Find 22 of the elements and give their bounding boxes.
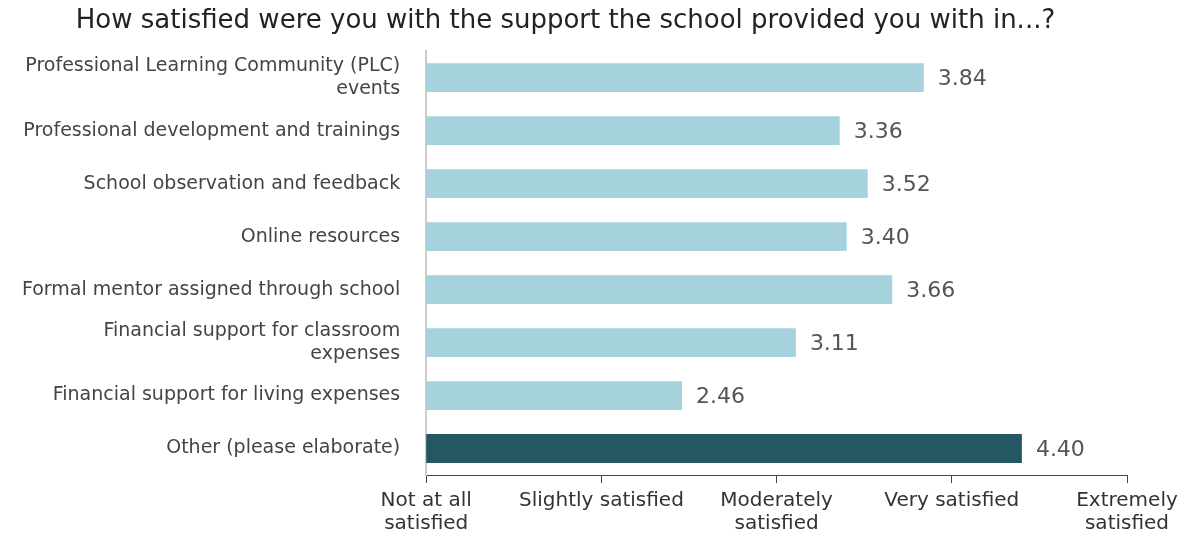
data-label: 3.11 [809,330,859,356]
y-tick-label: School observation and feedback [83,170,401,193]
chart-title: How satisfied were you with the support the school provided you with in...? [75,4,1056,35]
data-label: 4.40 [1035,436,1085,462]
y-tick-label: Online resources [240,223,401,246]
y-tick-label: Professional development and trainings [23,117,401,140]
y-tick-label: Professional Learning Community (PLC) events [25,53,401,99]
data-label: 3.52 [881,171,931,197]
data-label: 3.84 [937,65,987,91]
y-tick-label: Financial support for living expenses [52,382,401,405]
y-tick-label: Financial support for classroom expenses [103,318,401,363]
text: Very satisfied [884,487,1020,512]
text: Moderately satisfied [720,487,834,535]
data-label: 3.36 [853,118,903,144]
text: Extremely satisfied [1076,487,1178,535]
data-label: 3.40 [860,224,910,250]
data-label: 3.66 [906,277,956,303]
y-tick-label: Other (please elaborate) [166,435,401,458]
text: Not at all satisfied [380,487,472,535]
data-label: 2.46 [696,383,745,409]
y-tick-label: Formal mentor assigned through school [21,276,401,299]
text: Slightly satisfied [518,487,684,512]
